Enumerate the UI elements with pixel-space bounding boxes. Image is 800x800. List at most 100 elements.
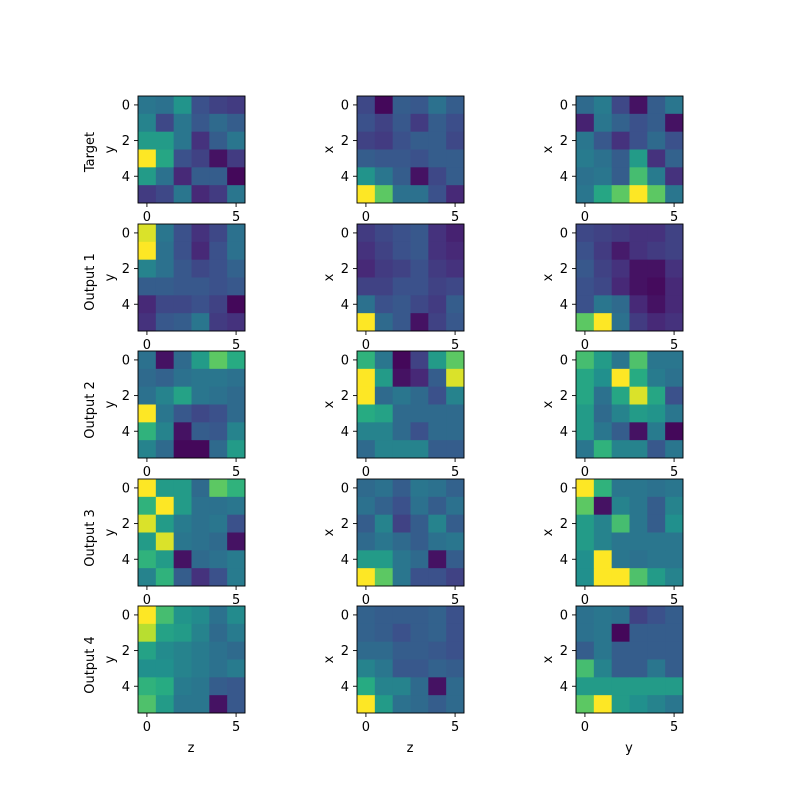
heatmap-cell bbox=[593, 440, 613, 459]
heatmap-cell bbox=[428, 479, 447, 498]
heatmap-cell bbox=[357, 479, 376, 498]
col-0-xlabel: z bbox=[188, 741, 195, 756]
heatmap-cell bbox=[138, 623, 157, 643]
heatmap-cell bbox=[446, 295, 465, 314]
heatmap-cell bbox=[173, 368, 192, 388]
heatmap-cell bbox=[173, 404, 192, 423]
heatmap-cell bbox=[155, 277, 175, 296]
heatmap-cell bbox=[428, 185, 447, 204]
heatmap-cell bbox=[665, 440, 684, 459]
heatmap-cell bbox=[155, 259, 175, 278]
heatmap-cell bbox=[155, 677, 175, 696]
heatmap-cell bbox=[665, 514, 684, 533]
heatmap-cell bbox=[665, 224, 684, 243]
heatmap-cell bbox=[173, 167, 192, 186]
heatmap-cell bbox=[209, 277, 228, 296]
heatmap-cell bbox=[576, 241, 595, 261]
heatmap-cell bbox=[647, 606, 666, 625]
heatmap-cell bbox=[576, 224, 595, 243]
heatmap-cell bbox=[428, 623, 447, 643]
heatmap-cell bbox=[173, 568, 192, 587]
heatmap-cell bbox=[665, 131, 684, 150]
row-label-output-3: Output 3 bbox=[83, 509, 98, 567]
heatmap-cell bbox=[209, 623, 228, 643]
heatmap-cell bbox=[629, 241, 648, 261]
heatmap-cell bbox=[374, 641, 394, 660]
heatmap-cell bbox=[593, 113, 613, 133]
heatmap-cell bbox=[576, 259, 595, 278]
heatmap-cell bbox=[647, 496, 666, 516]
heatmap-cell bbox=[576, 277, 595, 296]
x-tick-label: 0 bbox=[362, 720, 370, 735]
heatmap-cell bbox=[173, 295, 192, 314]
heatmap-cell bbox=[374, 695, 394, 714]
heatmap-cell bbox=[374, 550, 394, 569]
heatmap-cell bbox=[227, 167, 246, 186]
heatmap-cell bbox=[173, 259, 192, 278]
y-tick-label: 0 bbox=[122, 608, 130, 623]
x-tick-label: 5 bbox=[451, 593, 459, 608]
heatmap-cell bbox=[392, 641, 411, 660]
heatmap-cell bbox=[227, 623, 246, 643]
y-tick-label: 2 bbox=[122, 134, 130, 149]
heatmap-cell bbox=[647, 641, 666, 660]
heatmap-cell bbox=[374, 295, 394, 314]
heatmap-cell bbox=[155, 386, 175, 405]
heatmap-cell bbox=[647, 167, 666, 186]
heatmap-cell bbox=[209, 641, 228, 660]
y-tick-label: 2 bbox=[560, 644, 568, 659]
heatmap-cell bbox=[209, 606, 228, 625]
heatmap-cell bbox=[410, 404, 429, 423]
heatmap-cell bbox=[357, 185, 376, 204]
heatmap-cell bbox=[665, 623, 684, 643]
heatmap-cell bbox=[629, 131, 648, 150]
heatmap-cell bbox=[593, 96, 613, 115]
heatmap-cell bbox=[155, 351, 175, 370]
heatmap-cell bbox=[191, 96, 210, 115]
heatmap-cell bbox=[446, 224, 465, 243]
heatmap-cell bbox=[155, 241, 175, 261]
heatmap-cell bbox=[611, 259, 630, 278]
heatmap-cell bbox=[357, 96, 376, 115]
heatmap-cell bbox=[647, 404, 666, 423]
heatmap-cell bbox=[410, 224, 429, 243]
heatmap-cell bbox=[374, 167, 394, 186]
heatmap-cell bbox=[392, 167, 411, 186]
heatmap-cell bbox=[374, 277, 394, 296]
x-tick-label: 5 bbox=[232, 720, 240, 735]
heatmap-cell bbox=[374, 568, 394, 587]
heatmap-cell bbox=[611, 313, 630, 332]
heatmap-cell bbox=[593, 224, 613, 243]
panel-frame bbox=[137, 223, 246, 332]
panel-ylabel: x bbox=[322, 528, 337, 536]
heatmap-cell bbox=[191, 404, 210, 423]
x-tick-label: 0 bbox=[362, 593, 370, 608]
heatmap-cell bbox=[138, 113, 157, 133]
heatmap-cell bbox=[410, 241, 429, 261]
heatmap-cell bbox=[357, 659, 376, 678]
heatmap-cell bbox=[155, 422, 175, 441]
heatmap-cell bbox=[155, 641, 175, 660]
heatmap-cell bbox=[665, 351, 684, 370]
heatmap-cell bbox=[155, 514, 175, 533]
heatmap-cell bbox=[357, 368, 376, 388]
heatmap-cell bbox=[665, 479, 684, 498]
heatmap-cell bbox=[593, 131, 613, 150]
x-tick-label: 5 bbox=[670, 465, 678, 480]
heatmap-cell bbox=[665, 313, 684, 332]
heatmap-cell bbox=[357, 224, 376, 243]
heatmap-cell bbox=[138, 185, 157, 204]
heatmap-cell bbox=[392, 185, 411, 204]
heatmap-cell bbox=[611, 185, 630, 204]
heatmap-cell bbox=[155, 96, 175, 115]
heatmap-cell bbox=[576, 479, 595, 498]
heatmap-cell bbox=[227, 224, 246, 243]
heatmap-cell bbox=[629, 496, 648, 516]
panel-frame bbox=[137, 95, 246, 204]
panel-r0-c0: 0 2 4 0 5 y bbox=[103, 95, 246, 225]
heatmap-cell bbox=[446, 386, 465, 405]
y-tick-label: 2 bbox=[341, 262, 349, 277]
y-tick-label: 2 bbox=[341, 134, 349, 149]
x-tick-label: 0 bbox=[581, 593, 589, 608]
heatmap-cell bbox=[629, 224, 648, 243]
